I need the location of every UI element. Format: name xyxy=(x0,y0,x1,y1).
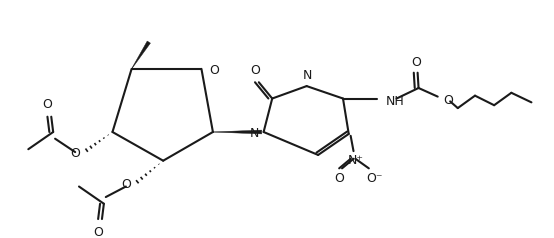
Text: N: N xyxy=(303,69,312,82)
Polygon shape xyxy=(213,130,261,134)
Text: O: O xyxy=(70,147,80,159)
Text: O: O xyxy=(93,226,103,238)
Text: O: O xyxy=(209,64,219,77)
Polygon shape xyxy=(131,41,151,69)
Text: O: O xyxy=(334,172,344,185)
Text: N⁺: N⁺ xyxy=(347,154,363,167)
Text: O: O xyxy=(411,56,420,69)
Text: O⁻: O⁻ xyxy=(366,172,383,185)
Text: N: N xyxy=(249,127,259,140)
Text: O: O xyxy=(250,64,260,77)
Text: O: O xyxy=(121,178,131,191)
Text: NH: NH xyxy=(386,95,405,108)
Text: O: O xyxy=(443,94,453,107)
Text: O: O xyxy=(43,98,53,111)
